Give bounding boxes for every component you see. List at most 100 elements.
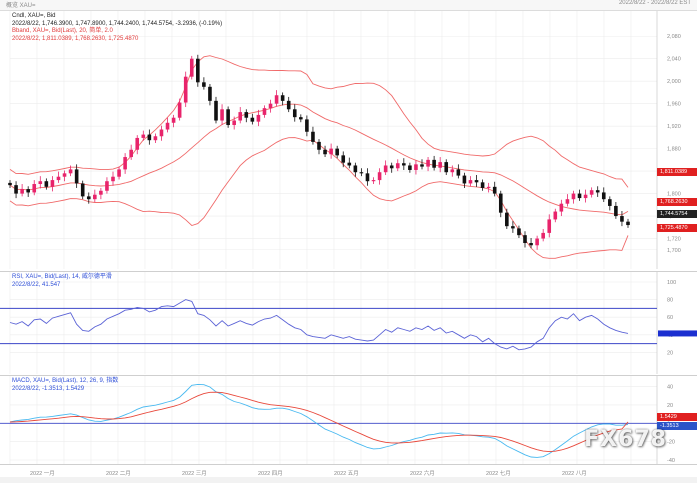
price-pane[interactable]: 2,0802,0402,0001,9601,9201,8801,8401,800… — [0, 11, 697, 269]
price-tick-label: 1,960 — [667, 102, 681, 108]
candle-up — [583, 194, 588, 199]
candle-up — [20, 189, 24, 194]
candle-up — [135, 137, 140, 150]
candle-down — [389, 165, 394, 169]
candle-down — [26, 189, 30, 193]
candle-down — [202, 82, 206, 87]
candle-up — [238, 112, 243, 121]
x-tick-label: 2022 三月 — [182, 470, 207, 477]
rsi-tick-label: 100 — [667, 280, 676, 286]
price-tick-label: 1,880 — [667, 147, 681, 153]
price-tick-label: 1,720 — [667, 237, 681, 243]
signal-line — [9, 391, 629, 453]
candle-up — [553, 211, 558, 220]
macd-line — [9, 383, 629, 458]
candle-up — [589, 190, 594, 195]
last-price-tag: 1,744.5754 — [657, 210, 697, 218]
candle-up — [232, 120, 236, 126]
candle-up — [571, 193, 576, 200]
rsi-tick-label: 60 — [667, 315, 673, 321]
candle-down — [474, 180, 479, 183]
candle-up — [171, 117, 176, 123]
fx678-watermark: FX678 — [584, 427, 667, 452]
candle-down — [601, 192, 606, 200]
x-tick-label: 2022 四月 — [258, 470, 283, 477]
candle-up — [377, 172, 382, 181]
candle-down — [226, 109, 230, 126]
bband-legend-values: 2022/8/22, 1,811.0389, 1,768.2630, 1,725… — [12, 35, 139, 42]
candle-down — [80, 183, 85, 197]
candle-up — [535, 238, 539, 246]
candle-down — [511, 226, 515, 229]
candle-down — [305, 119, 309, 132]
candle-down — [280, 95, 285, 101]
macd-legend-title: MACD, XAU=, Bid(Last), 12, 26, 9, 指数 — [12, 378, 119, 384]
candle-down — [14, 185, 18, 194]
candle-down — [480, 182, 485, 188]
header-date-range: 2022/8/22 - 2022/8/22 EST — [618, 0, 691, 6]
candle-up — [268, 103, 273, 109]
price-tick-label: 1,700 — [667, 248, 681, 254]
candle-up — [62, 173, 67, 177]
macd-legend: MACD, XAU=, Bid(Last), 12, 26, 9, 指数 202… — [12, 378, 118, 393]
x-tick-label: 2022 二月 — [106, 470, 131, 477]
candle-up — [559, 203, 564, 212]
price-chart-svg[interactable]: 2,0802,0402,0001,9601,9201,8801,8401,800… — [0, 11, 697, 269]
x-tick-label: 2022 六月 — [410, 469, 435, 477]
candle-up — [129, 149, 133, 158]
candle-down — [420, 164, 424, 167]
candle-down — [517, 228, 521, 236]
x-axis-svg: 2022 一月 2022 二月 2022 三月 2022 四月 2022 五月 2022 … — [30, 469, 587, 477]
candle-down — [523, 235, 527, 244]
rsi-legend: RSI, XAU=, Bid(Last), 14, 威尔德平滑 2022/8/2… — [12, 274, 112, 289]
price-tick-label: 2,080 — [667, 34, 681, 40]
candle-down — [498, 193, 503, 213]
rsi-tick-label: 80 — [667, 298, 673, 304]
candle-up — [274, 95, 279, 104]
rsi-legend-values: 2022/8/22, 41.547 — [12, 281, 61, 288]
candle-down — [626, 221, 630, 226]
candle-up — [547, 219, 552, 233]
candle-up — [111, 176, 115, 182]
price-tick-label: 1,800 — [667, 192, 681, 198]
header-title: 概览 XAU= — [6, 3, 36, 9]
macd-pane[interactable]: 40200-20-40 MACD, XAU=, Bid(Last), 12, 2… — [0, 375, 697, 464]
rsi-chart-svg[interactable]: 10080604020 — [0, 272, 697, 374]
candle-up — [262, 108, 267, 115]
candle-down — [86, 196, 91, 200]
candle-down — [335, 148, 339, 156]
macd-chart-svg[interactable]: 40200-20-40 — [0, 376, 697, 464]
candle-up — [426, 159, 430, 167]
candle-down — [317, 141, 321, 150]
middle-band-tag: 1,768.2630 — [657, 198, 697, 206]
macd-tick-label: 40 — [667, 385, 673, 391]
bband-legend-title: Bband, XAU=, Bid(Last), 20, 简单, 2.0 — [12, 28, 113, 34]
candle-up — [486, 186, 491, 188]
candle-up — [371, 180, 376, 182]
x-tick-label: 2022 一月 — [30, 470, 55, 477]
candle-up — [565, 199, 570, 204]
candle-legend-title: Cndl, XAU=, Bid — [12, 13, 56, 19]
candle-down — [462, 175, 467, 184]
candle-down — [208, 86, 212, 101]
price-tick-label: 1,920 — [667, 124, 681, 130]
bband-upper-line — [9, 55, 629, 188]
candle-down — [214, 100, 218, 121]
macd-tick-label: 20 — [667, 403, 673, 409]
candle-down — [299, 117, 303, 120]
candle-up — [220, 109, 224, 121]
candle-up — [256, 114, 261, 122]
candle-down — [44, 181, 49, 187]
candle-up — [38, 181, 43, 185]
rsi-pane[interactable]: 10080604020 RSI, XAU=, Bid(Last), 14, 威尔… — [0, 271, 697, 374]
price-tick-label: 2,040 — [667, 57, 681, 63]
candle-down — [365, 173, 370, 182]
candle-down — [577, 193, 582, 199]
upper-band-tag: 1,811.0389 — [657, 168, 697, 176]
candle-down — [614, 205, 618, 217]
candle-down — [444, 162, 449, 173]
candle-down — [456, 169, 461, 176]
candle-up — [468, 180, 473, 184]
candle-up — [159, 129, 164, 137]
candle-down — [250, 117, 255, 122]
